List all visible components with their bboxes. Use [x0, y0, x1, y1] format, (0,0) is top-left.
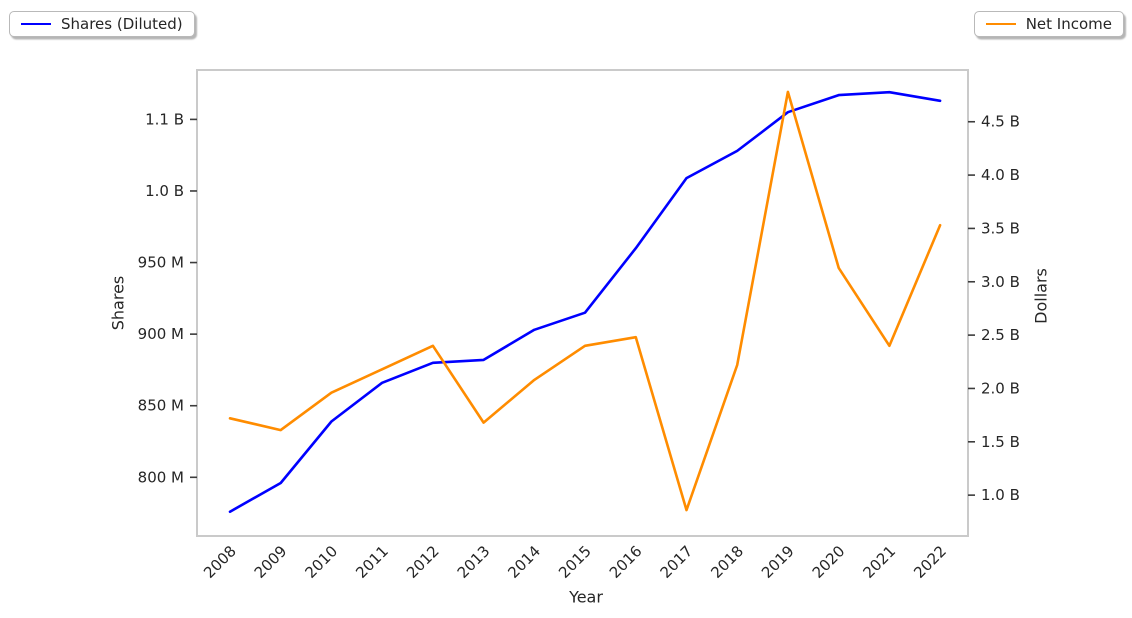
plot-frame: [196, 69, 969, 537]
legend-label-net-income: Net Income: [1025, 15, 1112, 33]
right-axis-title: Dollars: [1031, 268, 1051, 324]
right-axis-tick-label: 4.5 B: [981, 113, 1020, 131]
series-line-shares-diluted-: [228, 90, 942, 514]
left-axis-title: Shares: [108, 275, 128, 331]
left-axis-tick-label: 950 M: [138, 254, 184, 272]
x-tick-label: 2010: [302, 542, 342, 582]
x-tick-label: 2016: [606, 542, 646, 582]
right-axis-tick-label: 3.5 B: [981, 219, 1020, 237]
legend-line-sample-shares: [21, 23, 51, 25]
legend-net-income: Net Income: [973, 11, 1124, 37]
right-axis-tick-label: 4.0 B: [981, 166, 1020, 184]
right-axis-tick-label: 3.0 B: [981, 273, 1020, 291]
left-axis-tick-label: 1.1 B: [145, 110, 184, 128]
x-tick-label: 2022: [910, 542, 950, 582]
legend-line-sample-net-income: [985, 23, 1016, 25]
x-tick-label: 2015: [555, 542, 595, 582]
x-tick-label: 2020: [809, 542, 849, 582]
x-tick-label: 2012: [403, 542, 443, 582]
right-axis-tick-label: 1.0 B: [981, 486, 1020, 504]
x-tick-label: 2018: [707, 542, 747, 582]
x-tick-label: 2011: [352, 542, 392, 582]
left-axis-tick-label: 1.0 B: [145, 182, 184, 200]
x-tick-label: 2009: [251, 542, 291, 582]
left-axis-tick-label: 850 M: [138, 397, 184, 415]
x-axis-title: Year: [569, 587, 603, 607]
left-axis-tick-label: 800 M: [138, 468, 184, 486]
right-axis-tick-label: 2.5 B: [981, 326, 1020, 344]
x-tick-label: 2013: [454, 542, 494, 582]
series-line-net-income: [228, 90, 942, 512]
right-axis-tick-label: 1.5 B: [981, 433, 1020, 451]
x-tick-label: 2021: [859, 542, 899, 582]
x-tick-label: 2008: [200, 542, 240, 582]
x-tick-label: 2014: [504, 542, 544, 582]
legend-shares-diluted: Shares (Diluted): [9, 11, 195, 37]
right-axis-tick-label: 2.0 B: [981, 379, 1020, 397]
x-tick-label: 2017: [657, 542, 697, 582]
legend-label-shares: Shares (Diluted): [61, 15, 183, 33]
x-tick-label: 2019: [758, 542, 798, 582]
left-axis-tick-label: 900 M: [138, 325, 184, 343]
